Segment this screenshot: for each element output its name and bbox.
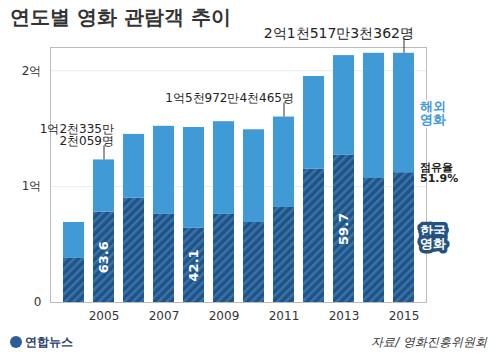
svg-text:1억2천335만2천059명: 1억2천335만2천059명 (40, 122, 114, 148)
svg-text:63.6: 63.6 (96, 241, 111, 273)
svg-text:2억1천517만3천362명: 2억1천517만3천362명 (264, 25, 414, 41)
svg-text:0: 0 (34, 295, 42, 309)
svg-text:2009: 2009 (209, 309, 240, 323)
svg-text:59.7: 59.7 (336, 213, 351, 245)
svg-text:1억: 1억 (22, 179, 42, 193)
html-text:연도별 영화 관람객 추이: 연도별 영화 관람객 추이 (10, 5, 231, 29)
svg-text:2013: 2013 (329, 309, 360, 323)
svg-text:42.1: 42.1 (186, 249, 201, 281)
svg-text:한국영화: 한국영화 (420, 223, 446, 251)
svg-text:2011: 2011 (269, 309, 300, 323)
svg-text:해외영화: 해외영화 (420, 99, 446, 127)
html-text:연합뉴스: 연합뉴스 (25, 335, 73, 349)
html-text:자료/ 영화진흥위원회: 자료/ 영화진흥위원회 (371, 335, 487, 349)
svg-text:2005: 2005 (89, 309, 120, 323)
svg-text:2007: 2007 (149, 309, 180, 323)
svg-text:2015: 2015 (389, 309, 420, 323)
svg-text:점유율51.9%: 점유율51.9% (420, 161, 458, 185)
svg-text:1억5천972만4천465명: 1억5천972만4천465명 (165, 91, 294, 105)
svg-text:2억: 2억 (22, 64, 42, 78)
